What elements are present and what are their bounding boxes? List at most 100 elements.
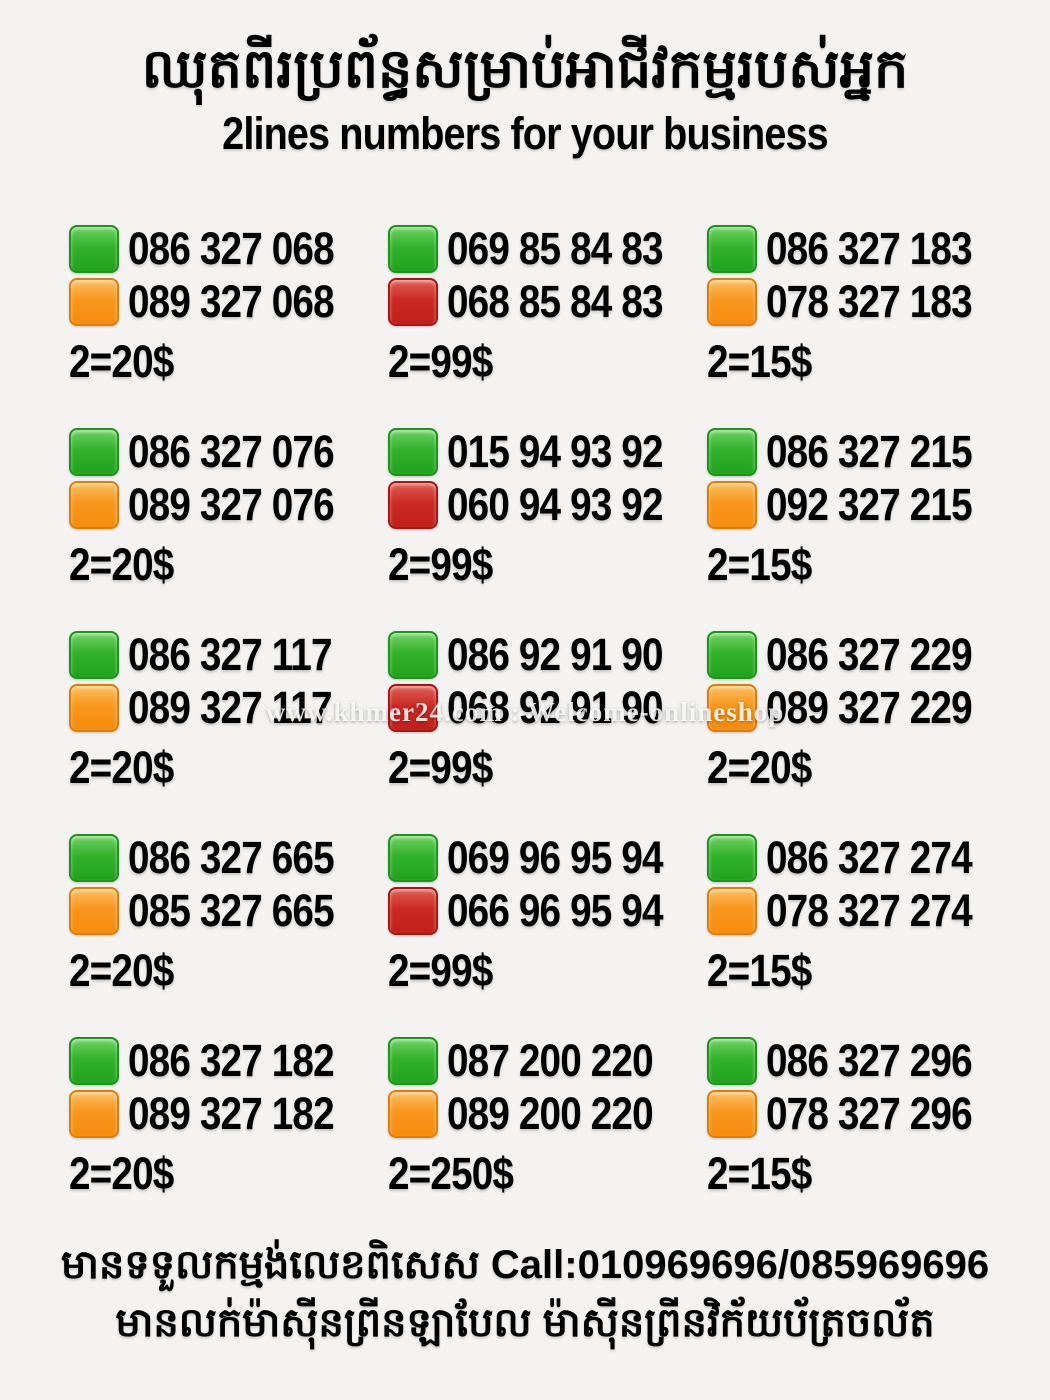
price-label: 2=99$ bbox=[388, 336, 493, 387]
header: ឈុតពីរប្រព័ន្ធសម្រាប់អាជីវកម្មរបស់អ្នក 2… bbox=[0, 0, 1050, 160]
sim-color-swatch bbox=[69, 886, 119, 935]
phone-number: 060 94 93 92 bbox=[447, 478, 664, 530]
phone-number: 069 96 95 94 bbox=[447, 831, 664, 883]
number-pair-cell: 086 327 068 089 327 068 2=20$ bbox=[69, 222, 388, 425]
number-line: 086 327 665 bbox=[69, 831, 388, 884]
sim-color-swatch bbox=[69, 427, 119, 476]
number-line: 078 327 183 bbox=[707, 275, 1026, 328]
number-line: 069 85 84 83 bbox=[388, 222, 707, 275]
phone-number: 089 327 076 bbox=[128, 478, 335, 530]
phone-number: 086 327 229 bbox=[766, 628, 973, 680]
number-line: 089 327 182 bbox=[69, 1087, 388, 1140]
page-subtitle-english: 2lines numbers for your business bbox=[222, 108, 828, 160]
phone-number: 085 327 665 bbox=[128, 884, 335, 936]
phone-number: 089 327 182 bbox=[128, 1087, 335, 1139]
price-label: 2=15$ bbox=[707, 945, 812, 996]
number-line: 086 327 296 bbox=[707, 1034, 1026, 1087]
number-pair-cell: 087 200 220 089 200 220 2=250$ bbox=[388, 1034, 707, 1237]
number-line: 089 327 229 bbox=[707, 681, 1026, 734]
price-label: 2=20$ bbox=[69, 539, 174, 590]
phone-number: 078 327 296 bbox=[766, 1087, 973, 1139]
number-line: 089 200 220 bbox=[388, 1087, 707, 1140]
phone-number: 086 327 665 bbox=[128, 831, 335, 883]
phone-number: 086 327 215 bbox=[766, 425, 973, 477]
sim-color-swatch bbox=[69, 833, 119, 882]
phone-number: 078 327 274 bbox=[766, 884, 973, 936]
number-pair-cell: 069 96 95 94 066 96 95 94 2=99$ bbox=[388, 831, 707, 1034]
number-line: 089 327 068 bbox=[69, 275, 388, 328]
price-label: 2=20$ bbox=[69, 742, 174, 793]
number-line: 060 94 93 92 bbox=[388, 478, 707, 531]
sim-color-swatch bbox=[707, 630, 757, 679]
sim-color-swatch bbox=[707, 886, 757, 935]
number-line: 086 327 183 bbox=[707, 222, 1026, 275]
number-line: 066 96 95 94 bbox=[388, 884, 707, 937]
number-pair-cell: 086 327 665 085 327 665 2=20$ bbox=[69, 831, 388, 1034]
sim-color-swatch bbox=[69, 630, 119, 679]
sim-color-swatch bbox=[707, 277, 757, 326]
number-pair-cell: 069 85 84 83 068 85 84 83 2=99$ bbox=[388, 222, 707, 425]
number-line: 078 327 274 bbox=[707, 884, 1026, 937]
sim-color-swatch bbox=[707, 224, 757, 273]
sim-color-swatch bbox=[69, 1036, 119, 1085]
number-line: 015 94 93 92 bbox=[388, 425, 707, 478]
price-label: 2=20$ bbox=[69, 945, 174, 996]
number-pair-cell: 086 92 91 90 068 92 91 90 2=99$ bbox=[388, 628, 707, 831]
number-line: 085 327 665 bbox=[69, 884, 388, 937]
sim-color-swatch bbox=[388, 630, 438, 679]
number-pair-cell: 015 94 93 92 060 94 93 92 2=99$ bbox=[388, 425, 707, 628]
number-line: 089 327 117 bbox=[69, 681, 388, 734]
sim-color-swatch bbox=[388, 277, 438, 326]
number-line: 086 327 076 bbox=[69, 425, 388, 478]
phone-number: 089 327 068 bbox=[128, 275, 335, 327]
footer-products-line: មានលក់ម៉ាស៊ីនព្រីនឡាបែល ម៉ាស៊ីនព្រីនវិក័… bbox=[115, 1301, 935, 1345]
number-line: 087 200 220 bbox=[388, 1034, 707, 1087]
phone-number: 078 327 183 bbox=[766, 275, 973, 327]
phone-number: 015 94 93 92 bbox=[447, 425, 664, 477]
sim-color-swatch bbox=[69, 683, 119, 732]
number-pair-cell: 086 327 215 092 327 215 2=15$ bbox=[707, 425, 1026, 628]
phone-number: 086 327 274 bbox=[766, 831, 973, 883]
number-line: 086 327 182 bbox=[69, 1034, 388, 1087]
price-label: 2=99$ bbox=[388, 945, 493, 996]
phone-number: 086 327 068 bbox=[128, 222, 335, 274]
phone-number: 066 96 95 94 bbox=[447, 884, 664, 936]
price-label: 2=99$ bbox=[388, 539, 493, 590]
sim-color-swatch bbox=[388, 683, 438, 732]
phone-number: 086 327 296 bbox=[766, 1034, 973, 1086]
sim-color-swatch bbox=[388, 1036, 438, 1085]
sim-color-swatch bbox=[388, 480, 438, 529]
number-pair-cell: 086 327 296 078 327 296 2=15$ bbox=[707, 1034, 1026, 1237]
phone-number: 089 327 229 bbox=[766, 681, 973, 733]
price-label: 2=15$ bbox=[707, 336, 812, 387]
price-label: 2=15$ bbox=[707, 539, 812, 590]
number-line: 089 327 076 bbox=[69, 478, 388, 531]
number-pair-cell: 086 327 229 089 327 229 2=20$ bbox=[707, 628, 1026, 831]
sim-color-swatch bbox=[707, 683, 757, 732]
phone-number: 069 85 84 83 bbox=[447, 222, 664, 274]
number-line: 086 327 068 bbox=[69, 222, 388, 275]
price-label: 2=20$ bbox=[707, 742, 812, 793]
number-pair-cell: 086 327 183 078 327 183 2=15$ bbox=[707, 222, 1026, 425]
number-line: 069 96 95 94 bbox=[388, 831, 707, 884]
phone-number: 086 92 91 90 bbox=[447, 628, 664, 680]
phone-number: 086 327 183 bbox=[766, 222, 973, 274]
phone-number: 068 92 91 90 bbox=[447, 681, 664, 733]
sim-color-swatch bbox=[69, 277, 119, 326]
number-line: 086 327 215 bbox=[707, 425, 1026, 478]
number-pair-cell: 086 327 274 078 327 274 2=15$ bbox=[707, 831, 1026, 1034]
price-label: 2=15$ bbox=[707, 1148, 812, 1199]
sim-color-swatch bbox=[707, 427, 757, 476]
page-title-khmer: ឈុតពីរប្រព័ន្ធសម្រាប់អាជីវកម្មរបស់អ្នក bbox=[141, 39, 909, 99]
phone-number: 092 327 215 bbox=[766, 478, 973, 530]
footer: មានទទួលកម្មង់លេខពិសេស Call:010969696/085… bbox=[0, 1236, 1050, 1352]
number-line: 068 85 84 83 bbox=[388, 275, 707, 328]
number-line: 086 327 229 bbox=[707, 628, 1026, 681]
sim-color-swatch bbox=[388, 1089, 438, 1138]
sim-color-swatch bbox=[707, 833, 757, 882]
sim-color-swatch bbox=[388, 833, 438, 882]
price-label: 2=99$ bbox=[388, 742, 493, 793]
number-line: 078 327 296 bbox=[707, 1087, 1026, 1140]
sim-color-swatch bbox=[69, 480, 119, 529]
sim-color-swatch bbox=[707, 480, 757, 529]
